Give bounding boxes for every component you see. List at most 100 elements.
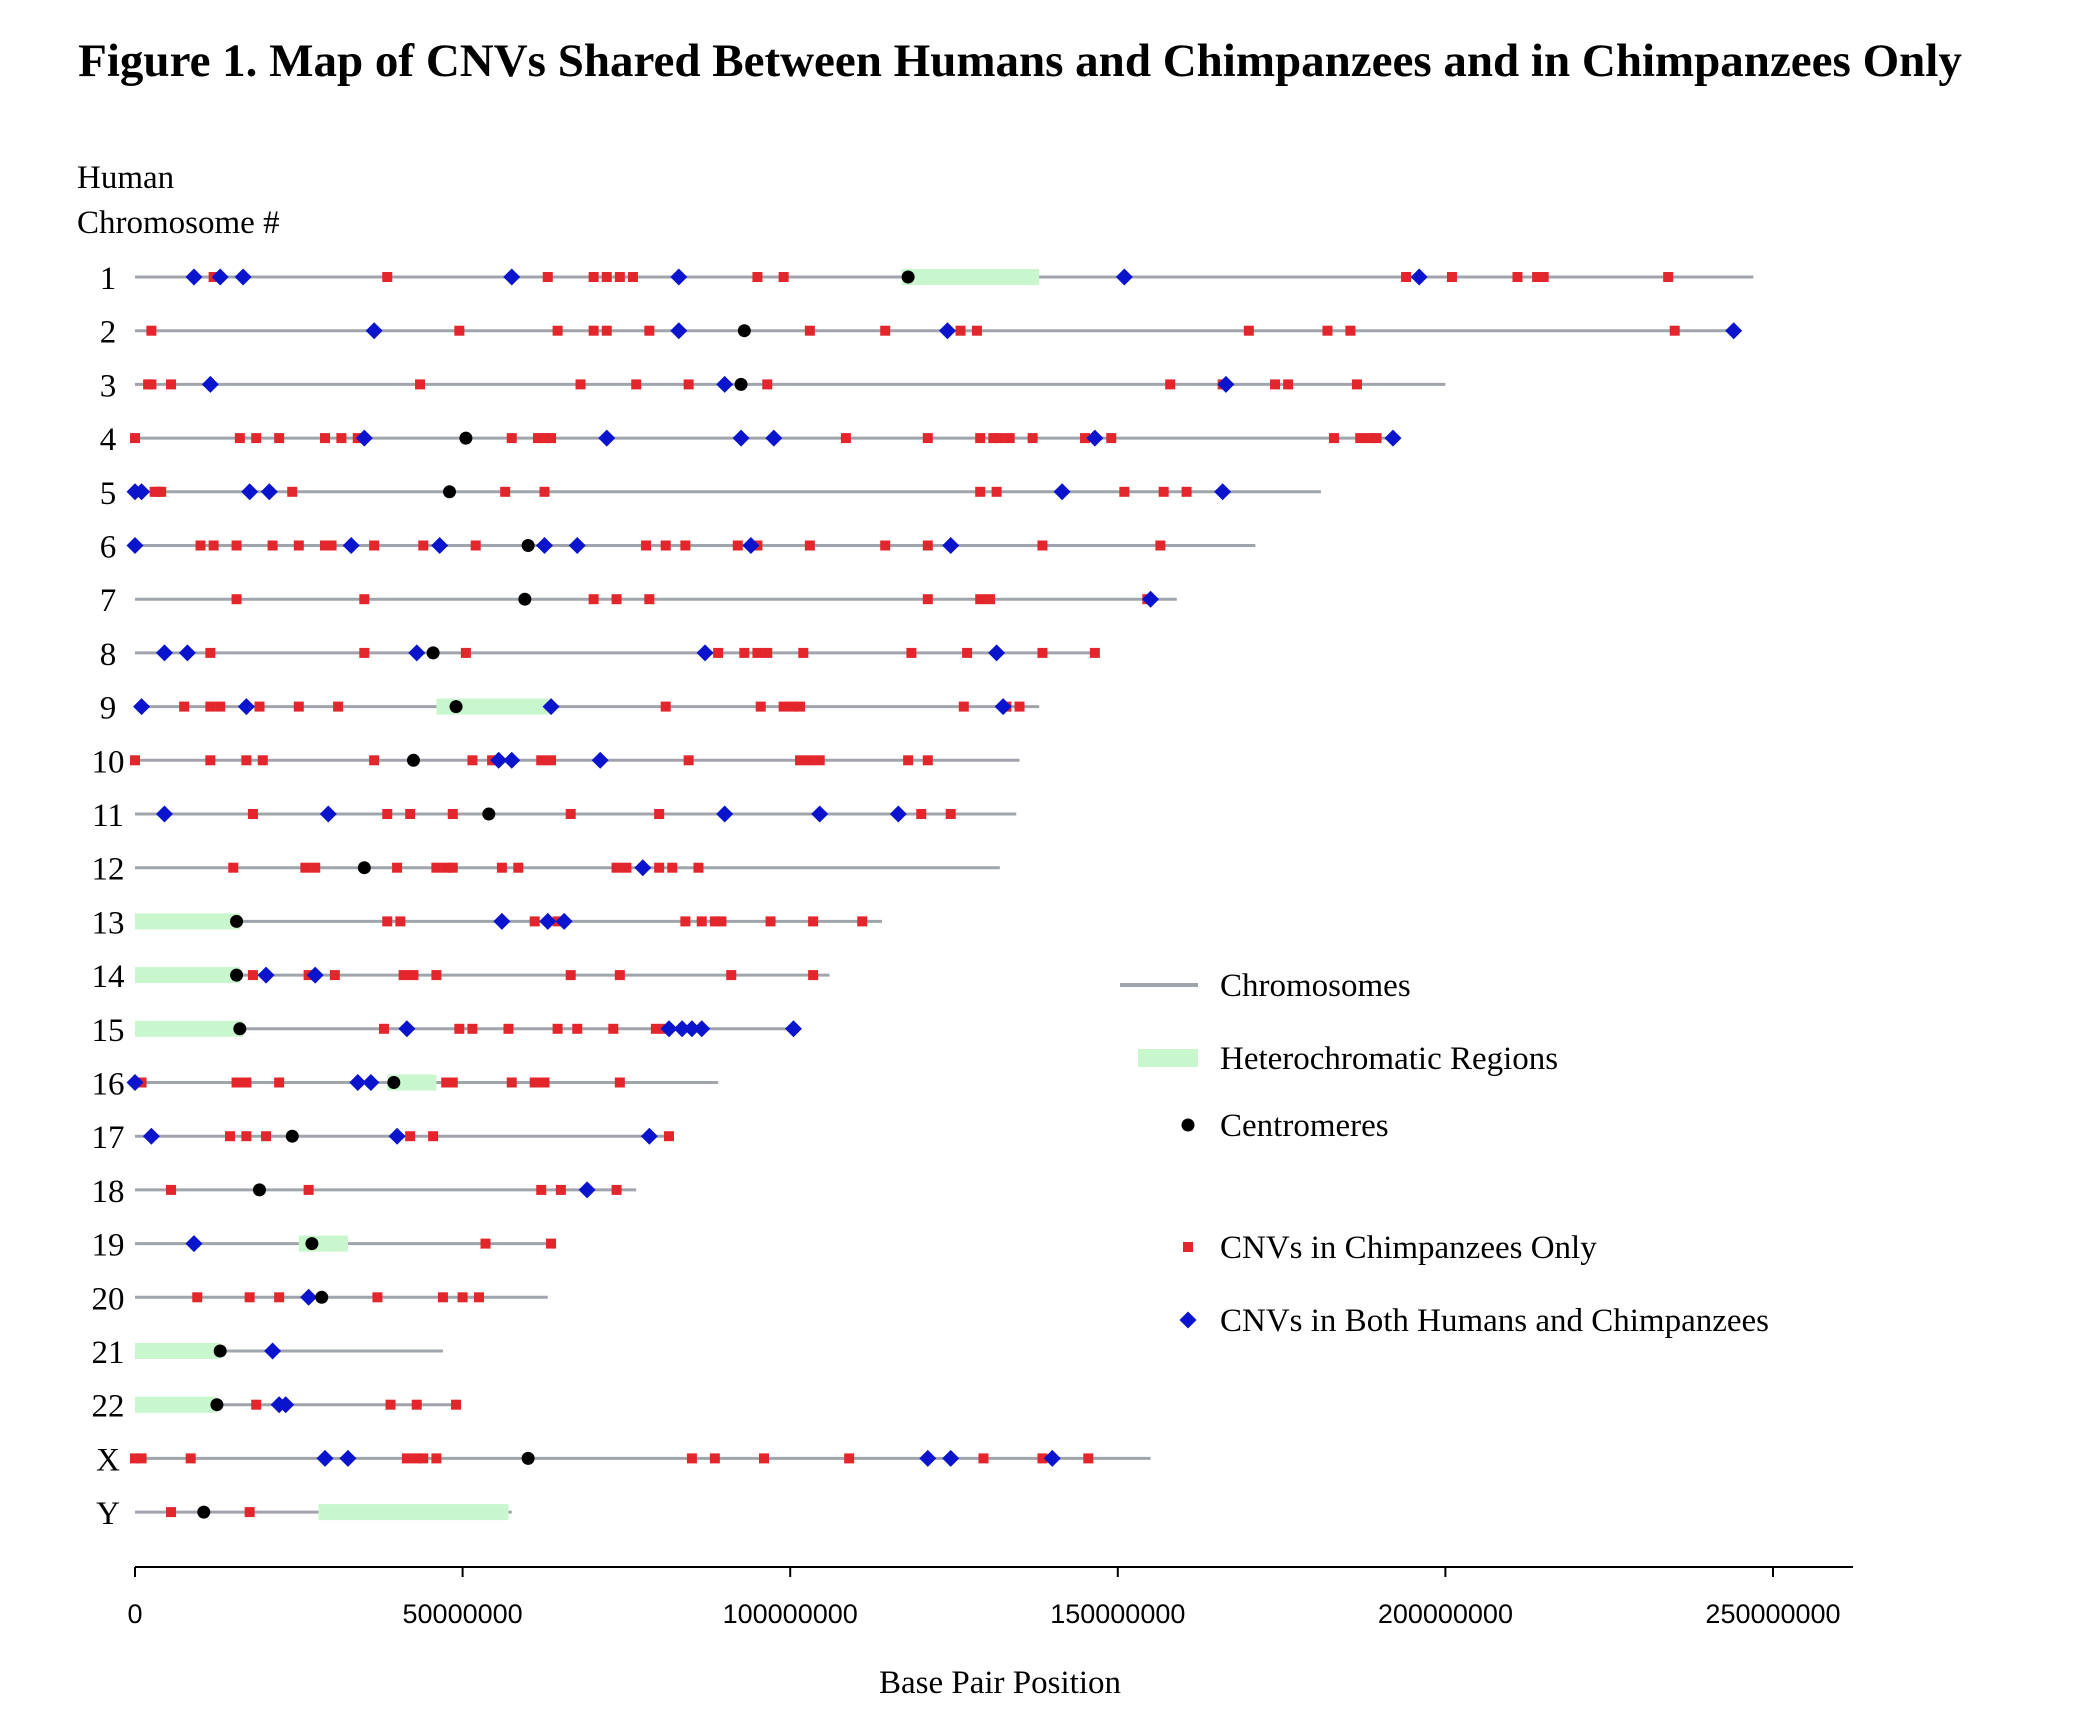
- cnv-chimp-only-marker: [208, 540, 219, 551]
- cnv-both-marker: [133, 483, 151, 501]
- cnv-chimp-only-marker: [267, 540, 278, 551]
- cnv-both-marker: [634, 859, 652, 877]
- cnv-chimp-only-marker: [975, 433, 986, 444]
- cnv-chimp-only-marker: [762, 647, 773, 658]
- cnv-chimp-only-marker: [542, 272, 553, 282]
- cnv-both-marker: [578, 1181, 596, 1199]
- chromosome-row-9: 9: [100, 691, 1040, 727]
- cnv-chimp-only-marker: [611, 1184, 622, 1195]
- cnv-both-marker: [388, 1127, 406, 1145]
- chromosome-row-11: 11: [92, 798, 1017, 834]
- cnv-both-marker: [1043, 1449, 1061, 1467]
- cnv-chimp-only-marker: [608, 1023, 619, 1034]
- cnv-both-marker: [257, 966, 275, 984]
- cnv-chimp-only-marker: [962, 647, 973, 658]
- cnv-chimp-only-marker: [1355, 433, 1366, 444]
- cnv-chimp-only-marker: [988, 433, 999, 444]
- cnv-both-marker: [598, 429, 616, 447]
- cnv-chimp-only-marker: [473, 1292, 484, 1303]
- cnv-chimp-only-marker: [752, 272, 763, 282]
- cnv-both-marker: [555, 912, 573, 930]
- cnv-chimp-only-marker: [231, 1077, 242, 1088]
- cnv-both-marker: [241, 483, 259, 501]
- cnv-chimp-only-marker: [326, 540, 337, 551]
- cnv-chimp-only-marker: [130, 1453, 140, 1464]
- heterochromatic-region: [135, 1020, 244, 1037]
- cnv-both-marker: [493, 912, 511, 930]
- cnv-both-marker: [716, 805, 734, 823]
- x-axis: 0 50000000 100000000 150000000 200000000 2500…: [127, 1567, 1841, 1629]
- cnv-both-marker: [568, 537, 586, 554]
- cnv-chimp-only-marker: [1270, 379, 1281, 390]
- cnv-chimp-only-marker: [166, 1184, 177, 1195]
- cnv-both-marker: [942, 1449, 960, 1467]
- cnv-chimp-only-marker: [257, 755, 268, 766]
- centromere-marker: [518, 592, 532, 606]
- cnv-chimp-only-marker: [880, 325, 891, 336]
- cnv-chimp-only-marker: [454, 325, 465, 336]
- cnv-chimp-only-marker: [234, 433, 245, 444]
- cnv-chimp-only-marker: [804, 540, 815, 551]
- cnv-both-marker: [696, 644, 714, 662]
- cnv-chimp-only-marker: [650, 1023, 661, 1034]
- cnv-both-marker: [126, 1074, 144, 1091]
- cnv-chimp-only-marker: [251, 1399, 262, 1410]
- cnv-both-marker: [1053, 483, 1071, 501]
- cnv-both-marker: [732, 429, 750, 447]
- legend-item-line: Chromosomes: [1120, 968, 1411, 1004]
- cnv-chimp-only-marker: [1089, 647, 1100, 658]
- cnv-both-marker: [640, 1127, 658, 1145]
- cnv-chimp-only-marker: [1512, 272, 1523, 282]
- chromosome-label: X: [96, 1442, 120, 1478]
- cnv-both-marker: [673, 1020, 691, 1038]
- centromere-marker: [213, 1344, 227, 1358]
- cnv-chimp-only-marker: [844, 1453, 855, 1464]
- cnv-chimp-only-marker: [431, 862, 442, 873]
- cnv-both-marker: [503, 268, 521, 286]
- cnv-chimp-only-marker: [762, 379, 773, 390]
- cnv-chimp-only-marker: [231, 540, 242, 551]
- cnv-chimp-only-marker: [146, 379, 157, 390]
- cnv-both-marker: [142, 1127, 160, 1145]
- cnv-chimp-only-marker: [611, 594, 622, 605]
- cnv-chimp-only-marker: [644, 594, 655, 605]
- chromosome-label: 7: [100, 583, 117, 619]
- cnv-chimp-only-marker: [713, 647, 724, 658]
- cnv-chimp-only-marker: [660, 540, 671, 551]
- cnv-chimp-only-marker: [1663, 272, 1674, 282]
- cnv-chimp-only-marker: [185, 1453, 196, 1464]
- chromosome-label: 1: [100, 261, 117, 297]
- cnv-chimp-only-marker: [683, 379, 694, 390]
- heterochromatic-region: [135, 1396, 217, 1413]
- chromosome-label: 9: [100, 691, 117, 727]
- cnv-chimp-only-marker: [1027, 433, 1038, 444]
- cnv-chimp-only-marker: [496, 862, 507, 873]
- cnv-chimp-only-marker: [667, 862, 678, 873]
- cnv-chimp-only-marker: [778, 701, 789, 712]
- cnv-chimp-only-marker: [804, 325, 815, 336]
- cnv-chimp-only-marker: [788, 701, 799, 712]
- cnv-chimp-only-marker: [840, 433, 851, 444]
- cnv-chimp-only-marker: [179, 701, 190, 712]
- cnv-chimp-only-marker: [146, 325, 157, 336]
- cnv-chimp-only-marker: [1532, 272, 1543, 282]
- cnv-both-marker: [237, 698, 255, 716]
- cnv-chimp-only-marker: [320, 540, 331, 551]
- chromosome-row-14: 14: [92, 959, 830, 995]
- centromere-marker: [521, 539, 535, 552]
- centromere-marker: [230, 914, 244, 928]
- cnv-chimp-only-marker: [922, 755, 933, 766]
- chromosome-row-7: 7: [100, 583, 1177, 619]
- cnv-both-marker: [919, 1449, 937, 1467]
- cnv-chimp-only-marker: [428, 1131, 439, 1142]
- cnv-chimp-only-marker: [546, 755, 557, 766]
- cnv-chimp-only-marker: [857, 916, 868, 927]
- cnv-chimp-only-marker: [195, 540, 206, 551]
- cnv-chimp-only-marker: [303, 1184, 314, 1195]
- cnv-chimp-only-marker: [395, 916, 406, 927]
- cnv-chimp-only-marker: [1083, 1453, 1094, 1464]
- cnv-both-marker: [716, 375, 734, 393]
- chromosome-row-5: 5: [100, 476, 1321, 512]
- cnv-chimp-only-marker: [1004, 433, 1015, 444]
- chromosome-row-10: 10: [92, 744, 1020, 780]
